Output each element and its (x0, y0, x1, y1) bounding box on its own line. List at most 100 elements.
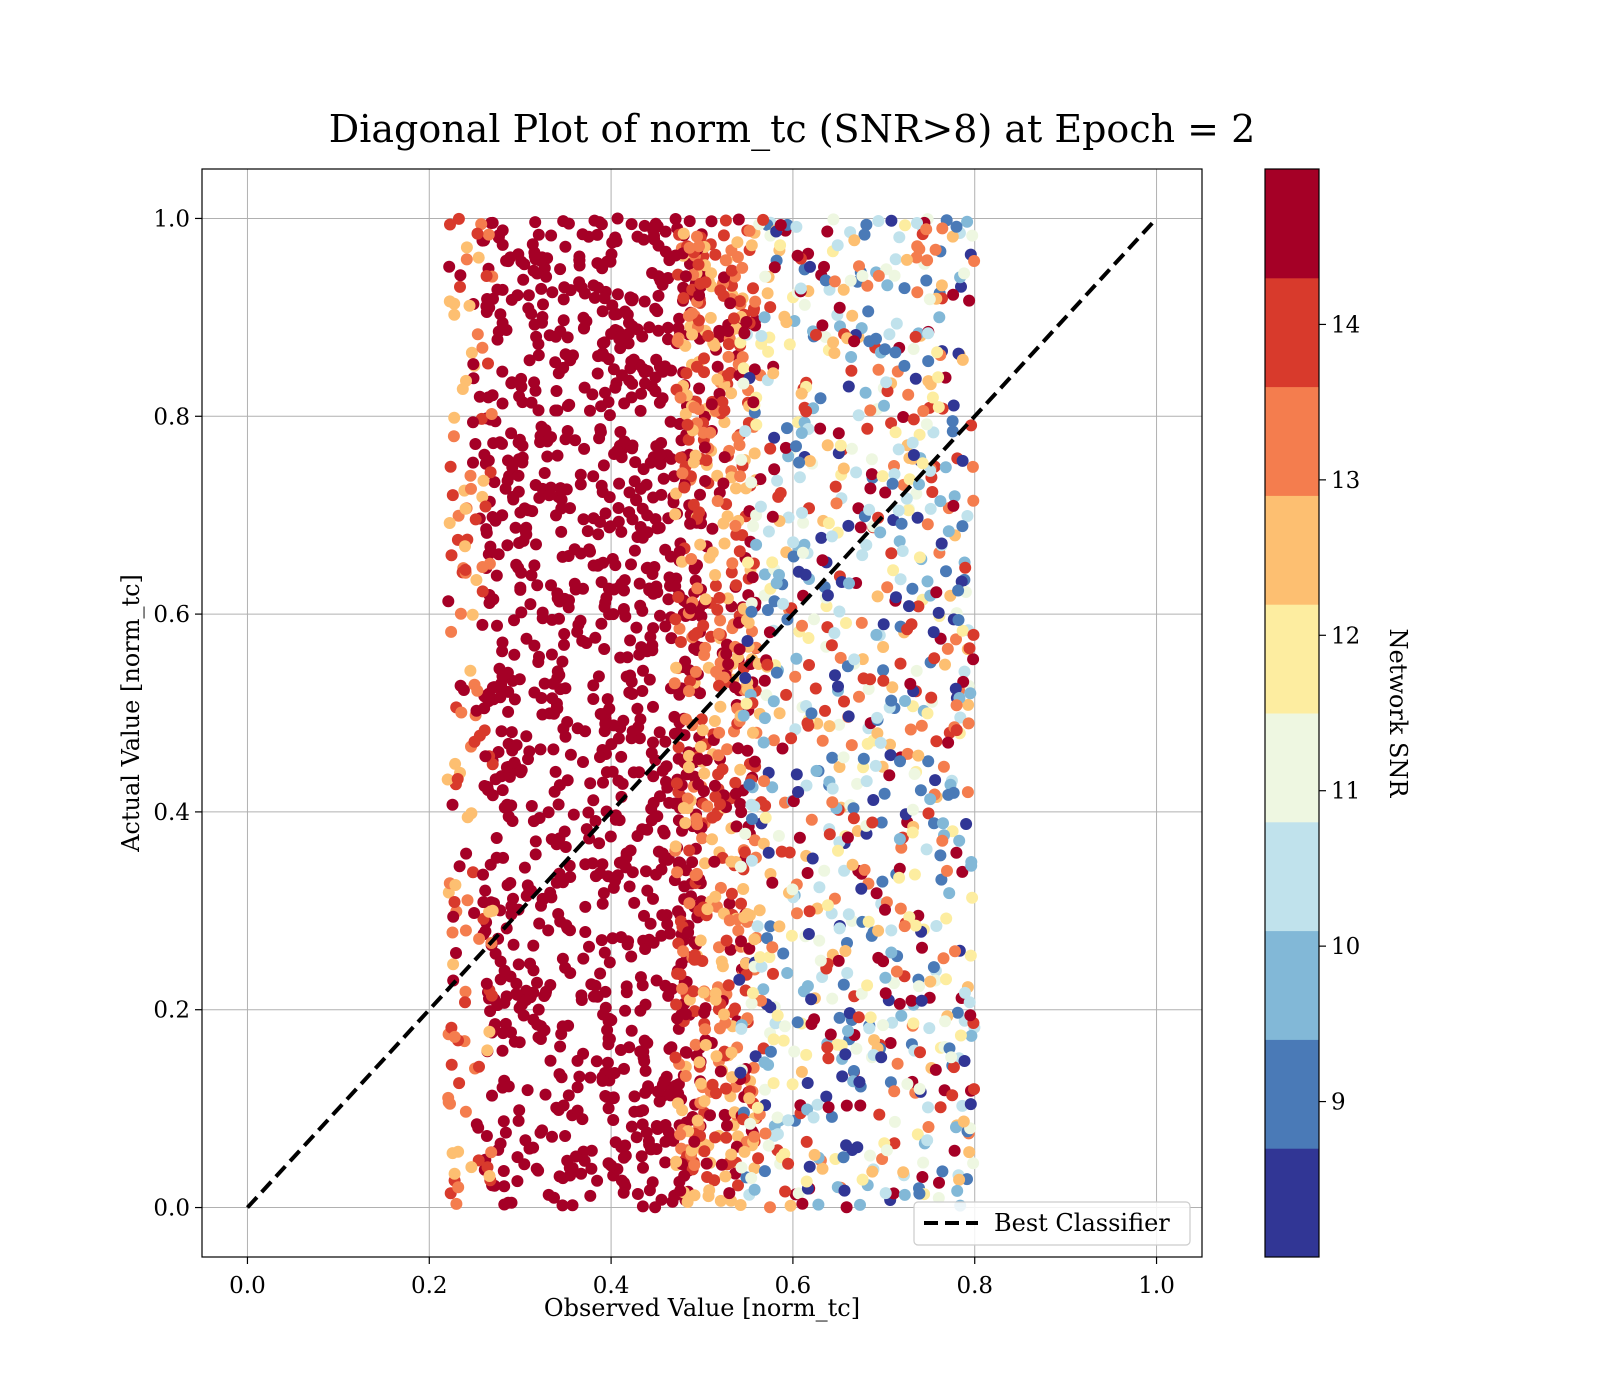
scatter-point (886, 681, 899, 694)
scatter-point (529, 216, 542, 229)
scatter-point (659, 543, 672, 556)
scatter-point (917, 1156, 930, 1169)
scatter-point (596, 858, 609, 871)
scatter-point (682, 433, 695, 446)
scatter-point (949, 945, 961, 958)
scatter-point (880, 1144, 893, 1157)
scatter-points (441, 212, 981, 1214)
scatter-point (820, 1090, 833, 1103)
scatter-point (746, 571, 759, 584)
scatter-point (643, 673, 656, 686)
scatter-point (581, 525, 594, 538)
scatter-point (858, 863, 871, 876)
scatter-point (626, 725, 639, 738)
scatter-point (930, 920, 943, 932)
scatter-point (790, 652, 803, 665)
scatter-point (579, 858, 592, 871)
scatter-point (704, 1109, 716, 1122)
scatter-point (545, 229, 558, 242)
scatter-point (679, 817, 692, 829)
scatter-point (634, 713, 647, 726)
scatter-point (734, 797, 747, 810)
scatter-point (511, 1175, 524, 1188)
scatter-point (555, 525, 568, 538)
scatter-point (787, 536, 800, 549)
scatter-point (946, 415, 959, 428)
scatter-point (750, 538, 763, 551)
scatter-point (623, 486, 636, 499)
scatter-point (662, 593, 675, 606)
scatter-point (709, 569, 722, 581)
scatter-point (833, 761, 846, 773)
scatter-point (674, 391, 687, 404)
scatter-point (872, 924, 885, 937)
scatter-point (549, 356, 562, 369)
scatter-point (577, 322, 590, 335)
scatter-point (652, 324, 665, 337)
scatter-point (847, 802, 860, 815)
scatter-point (520, 632, 533, 645)
scatter-point (679, 270, 692, 283)
scatter-point (826, 751, 839, 764)
scatter-point (609, 813, 622, 826)
scatter-point (922, 327, 935, 340)
scatter-point (909, 330, 922, 343)
scatter-point (863, 1022, 876, 1035)
scatter-point (884, 1037, 897, 1049)
scatter-point (900, 253, 913, 266)
scatter-point (747, 396, 760, 409)
scatter-point (814, 954, 827, 967)
scatter-point (721, 1119, 733, 1132)
scatter-point (672, 1078, 685, 1091)
scatter-point (722, 350, 735, 363)
scatter-point (663, 927, 676, 940)
scatter-point (898, 282, 911, 295)
scatter-point (535, 282, 548, 295)
scatter-point (956, 865, 969, 878)
x-tick-label: 0.0 (229, 1273, 266, 1299)
scatter-point (578, 381, 591, 394)
scatter-point (559, 348, 572, 361)
scatter-point (714, 1065, 727, 1078)
scatter-point (599, 1001, 612, 1014)
scatter-point (866, 1165, 879, 1178)
scatter-point (668, 677, 681, 690)
scatter-point (725, 387, 738, 400)
scatter-point (774, 219, 787, 231)
scatter-point (525, 307, 538, 320)
scatter-point (524, 957, 536, 970)
scatter-point (480, 306, 493, 318)
scatter-point (585, 1162, 598, 1175)
scatter-point (481, 293, 494, 305)
scatter-point (894, 657, 907, 670)
scatter-point (825, 1110, 838, 1123)
scatter-point (528, 250, 541, 263)
scatter-point (596, 1074, 609, 1087)
scatter-point (483, 1170, 496, 1182)
scatter-point (781, 422, 793, 435)
scatter-point (907, 413, 920, 426)
scatter-point (865, 453, 878, 466)
scatter-point (500, 254, 513, 267)
scatter-point (877, 674, 890, 687)
scatter-point (674, 451, 687, 464)
scatter-point (935, 537, 948, 550)
scatter-point (800, 779, 813, 792)
scatter-point (953, 834, 966, 847)
scatter-point (613, 477, 626, 490)
scatter-point (796, 506, 808, 519)
scatter-point (963, 294, 976, 307)
scatter-point (701, 1171, 714, 1183)
scatter-point (577, 513, 590, 526)
scatter-point (885, 547, 898, 560)
scatter-point (520, 984, 533, 997)
scatter-point (940, 973, 952, 986)
scatter-point (910, 251, 923, 264)
scatter-point (759, 1127, 772, 1140)
scatter-point (921, 1134, 934, 1147)
scatter-point (748, 447, 761, 460)
scatter-point (906, 803, 919, 816)
scatter-point (598, 600, 611, 613)
scatter-point (915, 994, 928, 1007)
scatter-point (454, 269, 467, 282)
